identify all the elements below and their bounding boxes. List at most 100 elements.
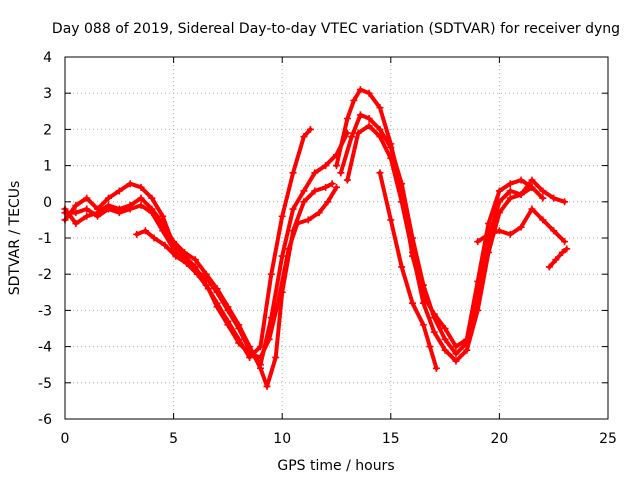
y-tick-label: 4 xyxy=(43,50,52,66)
data-point xyxy=(126,201,134,209)
data-point xyxy=(485,230,493,238)
grid xyxy=(65,57,608,419)
x-tick-label: 15 xyxy=(382,431,400,447)
data-point xyxy=(235,339,243,347)
data-point xyxy=(495,209,503,217)
data-point xyxy=(376,169,384,177)
data-point xyxy=(495,198,503,206)
data-point xyxy=(419,321,427,329)
data-point xyxy=(539,216,547,224)
data-point xyxy=(561,238,569,246)
series-sat-j xyxy=(545,245,571,271)
data-point xyxy=(311,187,319,195)
series-sat-i xyxy=(474,205,569,246)
data-point xyxy=(506,180,514,188)
data-point xyxy=(387,216,395,224)
x-tick-label: 25 xyxy=(599,431,617,447)
data-point xyxy=(256,364,264,372)
data-point xyxy=(115,205,123,213)
data-point xyxy=(72,209,80,217)
data-point xyxy=(517,223,525,231)
data-point xyxy=(274,299,282,307)
series-sat-f xyxy=(337,111,547,358)
data-point xyxy=(441,335,449,343)
data-point xyxy=(495,187,503,195)
series-line xyxy=(377,170,439,371)
data-point xyxy=(293,220,301,228)
data-point xyxy=(104,201,112,209)
series-line xyxy=(63,127,313,360)
data-point xyxy=(348,133,356,141)
data-point xyxy=(300,187,308,195)
data-point xyxy=(365,122,373,130)
y-tick-label: 0 xyxy=(43,195,52,211)
data-point xyxy=(104,194,112,202)
axis-ticks: -6 -5 -4 -3 -2 -1 0 1 2 3 4 0 5 10 15 20 25 xyxy=(38,50,617,447)
data-point xyxy=(517,191,525,199)
data-point xyxy=(528,183,536,191)
data-point xyxy=(137,194,145,202)
data-point xyxy=(528,176,536,184)
data-point xyxy=(115,187,123,195)
data-point xyxy=(398,180,406,188)
data-point xyxy=(337,169,345,177)
series-line xyxy=(547,246,569,269)
data-point xyxy=(324,198,332,206)
data-point xyxy=(333,162,340,170)
data-point xyxy=(432,364,440,372)
y-tick-label: 2 xyxy=(43,122,52,138)
data-point xyxy=(441,346,449,354)
data-point xyxy=(552,256,560,264)
data-point xyxy=(265,335,273,343)
data-point xyxy=(441,325,449,332)
data-point xyxy=(365,115,373,123)
data-point xyxy=(94,209,102,217)
data-point xyxy=(356,86,364,94)
data-point xyxy=(170,238,178,246)
data-point xyxy=(343,115,351,123)
data-point xyxy=(426,343,434,351)
data-point xyxy=(452,350,460,358)
data-point xyxy=(398,198,406,206)
series-line xyxy=(63,131,350,367)
data-point xyxy=(333,183,340,191)
data-point xyxy=(409,299,417,307)
data-point xyxy=(137,183,145,191)
data-point xyxy=(539,194,547,202)
data-point xyxy=(365,89,373,97)
data-point xyxy=(550,227,558,235)
data-point xyxy=(159,212,167,220)
data-point xyxy=(246,350,254,358)
data-point xyxy=(350,96,358,104)
data-point xyxy=(387,144,395,151)
series-sat-b xyxy=(61,129,351,369)
data-point xyxy=(224,321,232,329)
data-point xyxy=(539,187,547,195)
data-point xyxy=(463,346,471,354)
data-point xyxy=(267,270,275,278)
series-sat-h xyxy=(376,169,440,372)
data-point xyxy=(300,198,308,206)
series-sat-g xyxy=(343,122,569,365)
data-point xyxy=(558,248,566,256)
data-point xyxy=(343,176,351,184)
data-point xyxy=(278,252,286,260)
data-point xyxy=(322,183,330,191)
y-tick-label: -2 xyxy=(38,267,52,283)
x-axis-label: GPS time / hours xyxy=(277,458,394,474)
data-point xyxy=(289,205,297,213)
data-point xyxy=(561,198,569,206)
data-point xyxy=(278,212,286,220)
data-point xyxy=(430,314,438,322)
series-sat-d xyxy=(133,183,340,361)
chart-title: Day 088 of 2019, Sidereal Day-to-day VTE… xyxy=(52,21,620,37)
data-point xyxy=(172,252,180,260)
y-tick-label: -3 xyxy=(38,303,52,319)
y-axis-label: SDTVAR / TECUs xyxy=(7,181,23,296)
data-point xyxy=(289,169,297,177)
data-point xyxy=(409,248,417,256)
data-point xyxy=(204,285,212,293)
series-line xyxy=(345,123,567,364)
x-tick-label: 0 xyxy=(61,431,70,447)
y-tick-label: 1 xyxy=(43,159,52,175)
